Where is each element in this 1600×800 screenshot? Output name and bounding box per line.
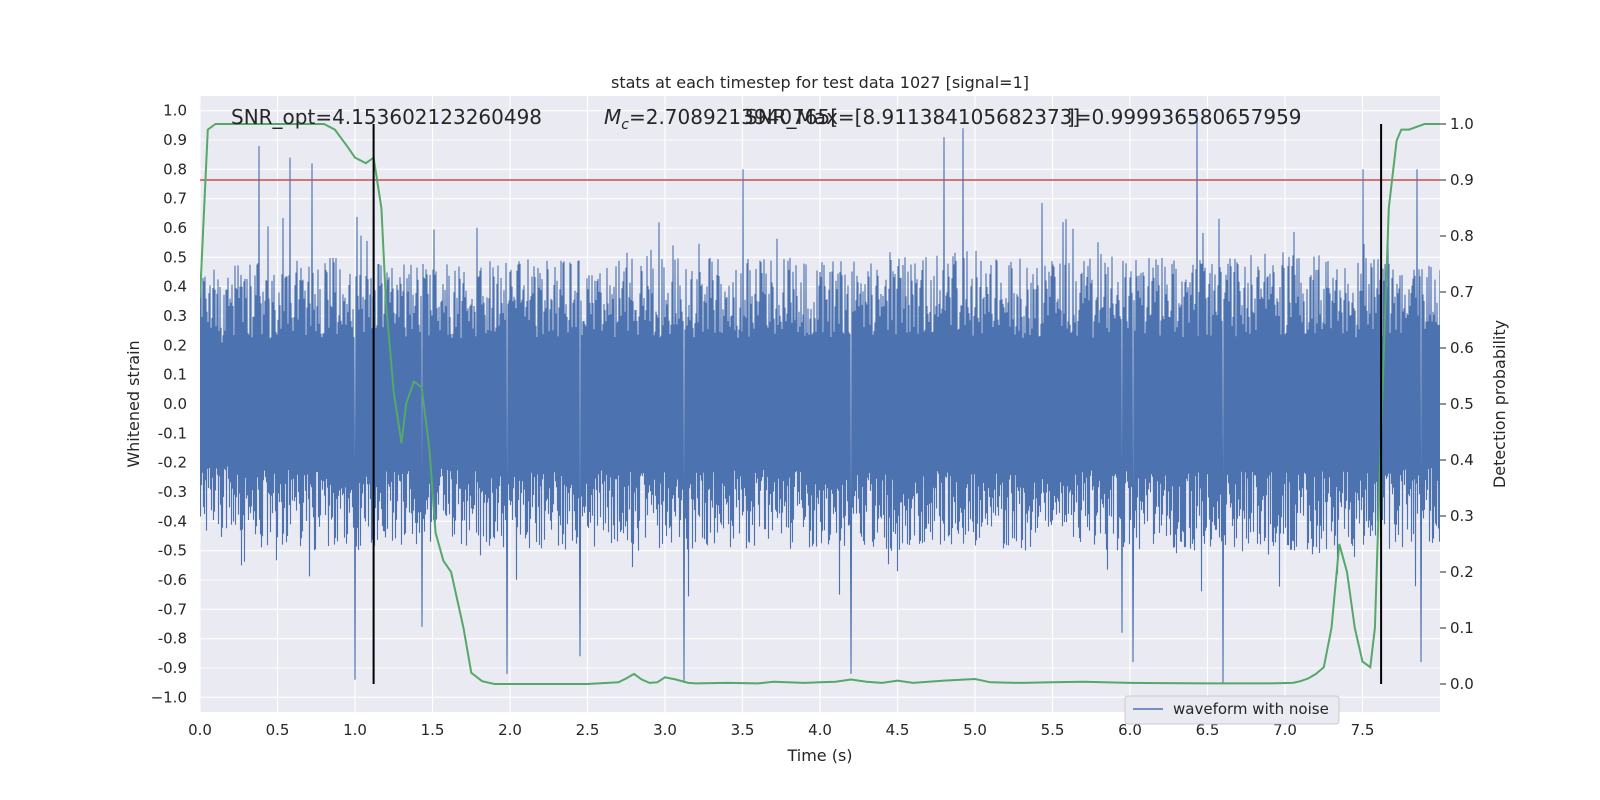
y-tick-label: -0.4	[158, 512, 187, 530]
y2-tick-label: 0.3	[1450, 507, 1474, 525]
y2-tick-label: 0.0	[1450, 675, 1474, 693]
x-tick-label: 7.5	[1351, 721, 1375, 739]
y2-tick-label: 1.0	[1450, 115, 1474, 133]
y-tick-label: 0.0	[163, 395, 187, 413]
x-tick-label: 4.5	[886, 721, 910, 739]
y-tick-label: 0.1	[163, 366, 187, 384]
snr-max-annotation: SNR_Max=[8.911384105682373]	[745, 105, 1080, 129]
y-tick-label: -0.6	[158, 571, 187, 589]
y-tick-label: 0.5	[163, 248, 187, 266]
y-axis-label: Whitened strain	[124, 340, 143, 467]
mc-subscript: c	[621, 117, 629, 133]
y2-tick-label: 0.6	[1450, 339, 1474, 357]
x-tick-label: 0.5	[266, 721, 290, 739]
legend-label-waveform: waveform with noise	[1173, 700, 1329, 718]
y2-tick-label: 0.8	[1450, 227, 1474, 245]
probability-layer	[200, 123, 1440, 685]
y-tick-label: -0.1	[158, 424, 187, 442]
y-tick-label: 0.8	[163, 160, 187, 178]
y-tick-label: 0.4	[163, 278, 187, 296]
probability-line	[200, 123, 1440, 685]
x-tick-label: 7.0	[1273, 721, 1297, 739]
y2-axis-label: Detection probability	[1490, 320, 1509, 488]
mc-symbol: M	[604, 105, 621, 129]
x-tick-label: 6.5	[1196, 721, 1220, 739]
x-tick-label: 5.0	[963, 721, 987, 739]
y-tick-label: -0.5	[158, 542, 187, 560]
x-tick-label: 5.5	[1041, 721, 1065, 739]
snr-opt-annotation: SNR_opt=4.153602123260498	[231, 105, 542, 129]
x-tick-label: 3.0	[653, 721, 677, 739]
chart-title: stats at each timestep for test data 102…	[611, 73, 1029, 92]
x-tick-label: 2.0	[498, 721, 522, 739]
x-tick-label: 6.0	[1118, 721, 1142, 739]
y-tick-label: 0.3	[163, 307, 187, 325]
y-tick-label: 0.6	[163, 219, 187, 237]
legend: waveform with noise	[1124, 695, 1340, 725]
detection-annotation: ]=0.999936580657959	[1067, 105, 1302, 129]
mc-value: =2.7089213940765[	[629, 105, 838, 129]
y-tick-label: -0.9	[158, 659, 187, 677]
y2-axis-ticks: 1.0 0.9 0.8 0.7 0.6 0.5 0.4 0.3 0.2 0.1 0.0	[1440, 115, 1474, 693]
x-tick-label: 1.5	[421, 721, 445, 739]
y2-tick-label: 0.7	[1450, 283, 1474, 301]
y2-tick-label: 0.1	[1450, 619, 1474, 637]
x-tick-label: 0.0	[188, 721, 212, 739]
y2-tick-label: 0.5	[1450, 395, 1474, 413]
marker-lines	[372, 124, 1383, 684]
y2-tick-label: 0.9	[1450, 171, 1474, 189]
waveform-series	[200, 110, 1440, 683]
y2-tick-label: 0.4	[1450, 451, 1474, 469]
x-tick-label: 1.0	[343, 721, 367, 739]
x-tick-label: 3.5	[731, 721, 755, 739]
y-tick-label: −1.0	[151, 688, 187, 706]
x-tick-label: 2.5	[576, 721, 600, 739]
y2-tick-label: 0.2	[1450, 563, 1474, 581]
waveform-line	[200, 110, 1440, 683]
y-tick-label: -0.2	[158, 454, 187, 472]
y-tick-label: 0.2	[163, 336, 187, 354]
y-axis-ticks: 1.0 0.9 0.8 0.7 0.6 0.5 0.4 0.3 0.2 0.1 0.0 -0.1 -0.…	[151, 102, 187, 707]
x-tick-label: 4.0	[808, 721, 832, 739]
y-tick-label: 0.9	[163, 131, 187, 149]
y-tick-label: -0.7	[158, 600, 187, 618]
x-axis-label: Time (s)	[786, 746, 852, 765]
legend-box	[1124, 695, 1340, 725]
chirp-mass-annotation: Mc=2.7089213940765[	[604, 105, 838, 133]
y-tick-label: 0.7	[163, 190, 187, 208]
y-tick-label: -0.8	[158, 630, 187, 648]
y-tick-label: -0.3	[158, 483, 187, 501]
x-axis-ticks: 0.0 0.5 1.0 1.5 2.0 2.5 3.0 3.5 4.0 4.5 5.0 5.5 6.0 6…	[188, 721, 1374, 739]
y-tick-label: 1.0	[163, 102, 187, 120]
